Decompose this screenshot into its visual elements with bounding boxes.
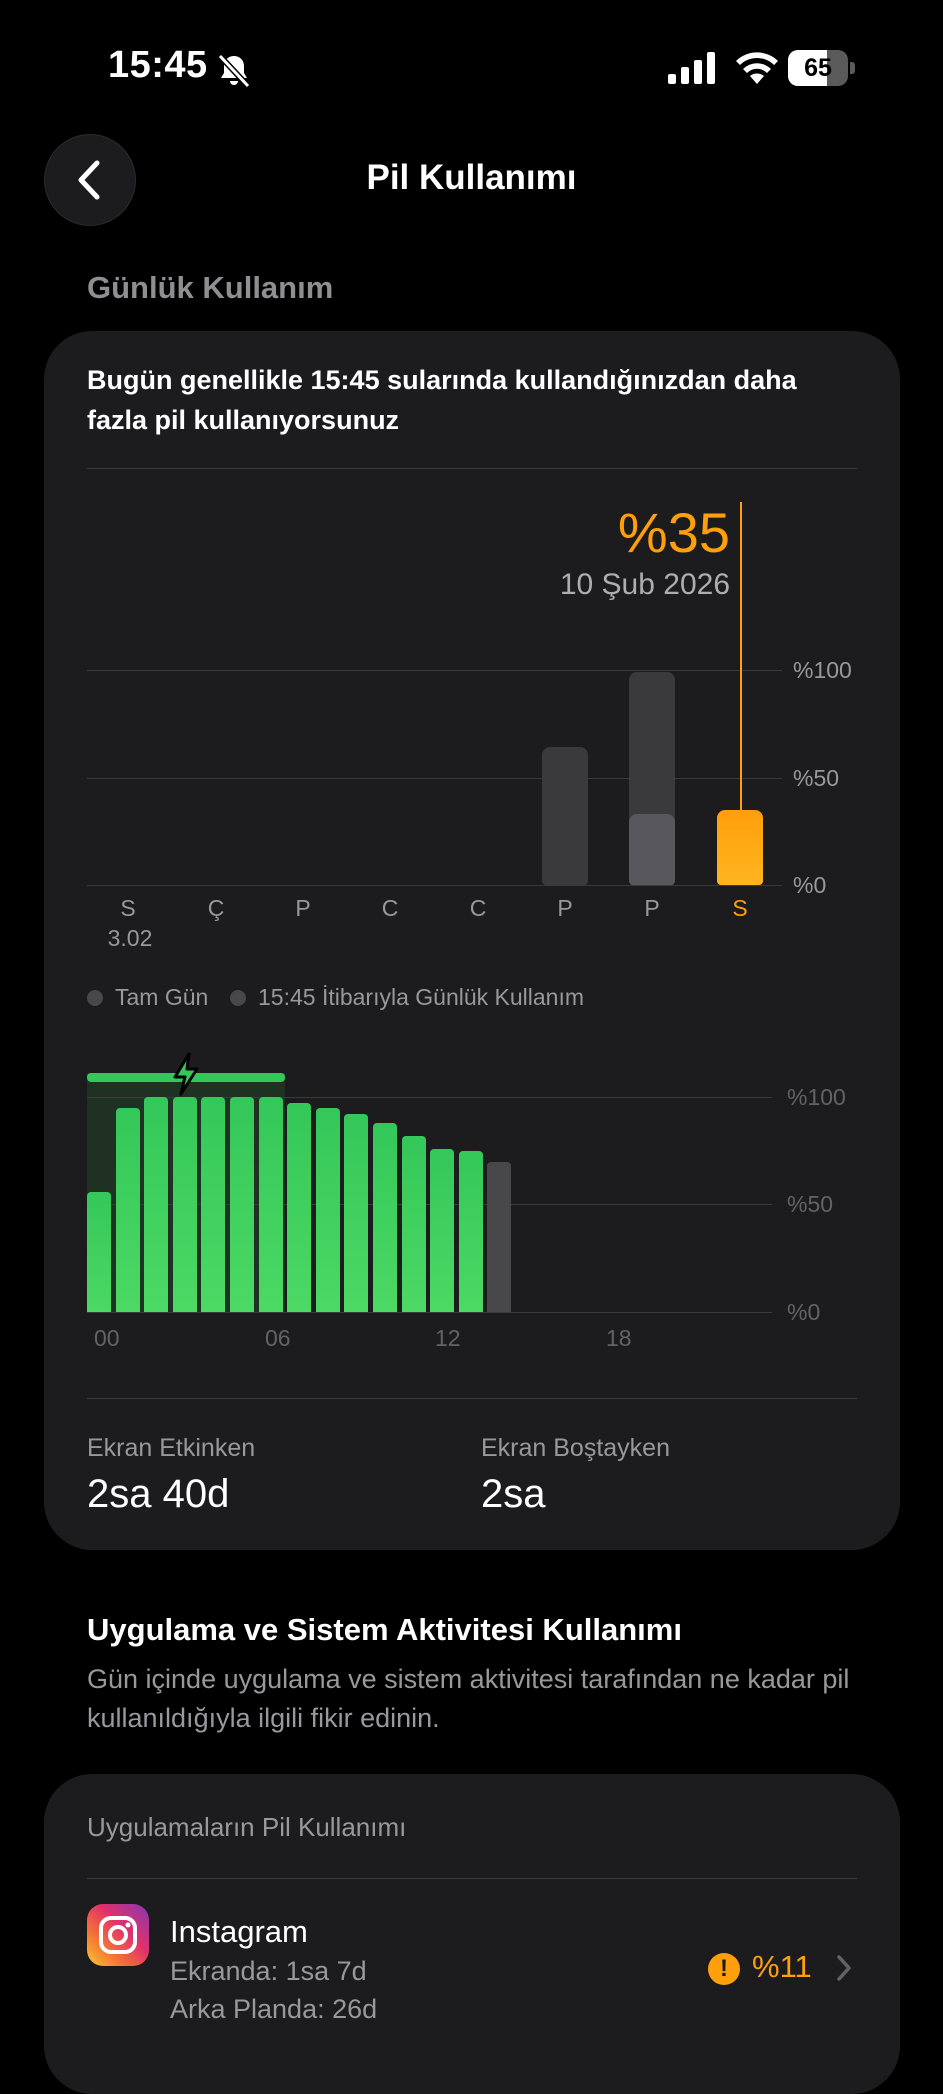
charging-battery-bar [230,1097,254,1312]
charging-battery-bar [201,1097,226,1312]
day-label: S [732,895,748,921]
charging-battery-bar [144,1097,169,1312]
app-background-time: Arka Planda: 26d [170,1994,378,2024]
x-tick-label: 12 [435,1325,461,1351]
selected-bar [717,809,763,885]
battery-icon: 65 [788,50,858,86]
divider [87,1878,857,1879]
daily-usage-header: Günlük Kullanım [87,270,334,305]
charging-battery-bar [458,1150,483,1312]
app-on-screen-time: Ekranda: 1sa 7d [170,1956,367,1986]
charging-battery-bar [287,1103,312,1312]
app-activity-title: Uygulama ve Sistem Aktivitesi Kullanımı [87,1612,682,1647]
chevron-left-icon [78,160,100,200]
legend-item-until-now: 15:45 İtibarıyla Günlük Kullanım [230,984,584,1011]
first-date-label: 3.02 [107,925,153,951]
y-tick-label: %100 [793,657,852,683]
daily-usage-card [44,331,900,1550]
charging-battery-bar [315,1107,340,1312]
until-now-bar [629,814,675,885]
gridline-50 [87,778,782,779]
status-time: 15:45 [108,44,208,86]
full-day-bar [542,747,588,885]
app-name: Instagram [170,1914,308,1949]
selected-date: 10 Şub 2026 [559,568,730,601]
instagram-app-icon [87,1904,149,1966]
charging-battery-bar [87,1191,111,1312]
charging-battery-bar [344,1114,369,1312]
charging-battery-bar [430,1148,455,1312]
screen-on-label: Ekran Etkinken [87,1434,256,1462]
screen-idle-value: 2sa [481,1472,546,1516]
legend-item-full-day: Tam Gün [87,984,208,1011]
selection-indicator [740,502,742,810]
y-tick-label: %50 [793,765,840,791]
chevron-right-icon [837,1955,851,1981]
day-label: C [381,895,399,921]
battery-level-bar [487,1161,512,1312]
usage-summary-text: Bugün genellikle 15:45 sularında kulland… [87,365,797,435]
cellular-signal-icon [668,52,715,84]
page-title: Pil Kullanımı [366,158,577,197]
screen-on-value: 2sa 40d [87,1472,230,1516]
y-tick-label: %0 [787,1299,821,1325]
battery-level: 65 [804,54,832,82]
warning-icon: ! [708,1953,740,1985]
app-activity-description: Gün içinde uygulama ve sistem aktivitesi… [87,1664,850,1733]
charging-battery-bar [401,1135,426,1312]
day-label: C [469,895,487,921]
app-usage-header: Uygulamaların Pil Kullanımı [87,1812,407,1842]
gridline-100 [87,670,782,671]
back-button[interactable] [44,134,136,226]
y-tick-label: %100 [787,1084,846,1110]
legend-label: 15:45 İtibarıyla Günlük Kullanım [258,984,585,1010]
charging-battery-bar [258,1097,283,1312]
charging-battery-bar [373,1122,397,1312]
screen-idle-label: Ekran Boştayken [481,1434,670,1462]
legend-dot [87,989,103,1006]
wifi-icon [736,52,778,84]
day-label: Ç [207,895,225,921]
gridline-100 [87,1097,772,1098]
day-label: S [120,895,136,921]
gridline-50 [87,1204,772,1205]
selected-percentage: %35 [617,501,730,564]
x-tick-label: 00 [94,1325,120,1351]
app-battery-percent: %11 [752,1949,812,1984]
gridline-0 [87,885,782,886]
y-tick-label: %0 [793,872,827,898]
charging-bolt-icon [173,1052,199,1096]
x-tick-label: 18 [606,1325,632,1351]
x-tick-label: 06 [265,1325,291,1351]
legend-dot [230,989,246,1006]
app-usage-card [44,1774,900,2094]
day-label: P [557,895,573,921]
silent-mode-icon [217,53,251,89]
divider [87,1398,857,1399]
divider [87,468,857,469]
charging-battery-bar [172,1097,197,1312]
charging-battery-bar [115,1107,140,1312]
legend-label: Tam Gün [115,984,209,1010]
day-label: P [295,895,311,921]
gridline-0 [87,1312,772,1313]
y-tick-label: %50 [787,1191,834,1217]
day-label: P [644,895,660,921]
